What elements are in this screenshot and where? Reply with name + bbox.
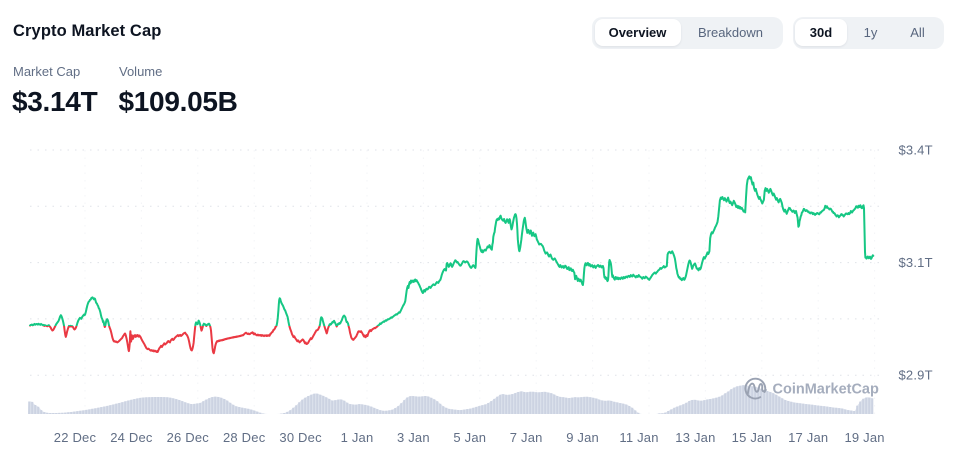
svg-text:1 Jan: 1 Jan — [341, 430, 374, 445]
svg-text:CoinMarketCap: CoinMarketCap — [773, 382, 879, 398]
svg-text:13 Jan: 13 Jan — [675, 430, 715, 445]
svg-text:26 Dec: 26 Dec — [167, 430, 210, 445]
svg-text:$3.1T: $3.1T — [899, 255, 933, 270]
svg-text:7 Jan: 7 Jan — [510, 430, 543, 445]
svg-text:$3.4T: $3.4T — [899, 143, 933, 158]
svg-text:17 Jan: 17 Jan — [788, 430, 828, 445]
svg-text:11 Jan: 11 Jan — [619, 430, 658, 445]
svg-text:9 Jan: 9 Jan — [566, 430, 599, 445]
svg-text:24 Dec: 24 Dec — [110, 430, 153, 445]
svg-text:30 Dec: 30 Dec — [279, 430, 322, 445]
svg-text:5 Jan: 5 Jan — [453, 430, 486, 445]
svg-text:$2.9T: $2.9T — [899, 368, 933, 383]
svg-text:3 Jan: 3 Jan — [397, 430, 430, 445]
svg-text:19 Jan: 19 Jan — [844, 430, 884, 445]
svg-text:22 Dec: 22 Dec — [54, 430, 97, 445]
svg-text:28 Dec: 28 Dec — [223, 430, 266, 445]
svg-text:15 Jan: 15 Jan — [732, 430, 772, 445]
